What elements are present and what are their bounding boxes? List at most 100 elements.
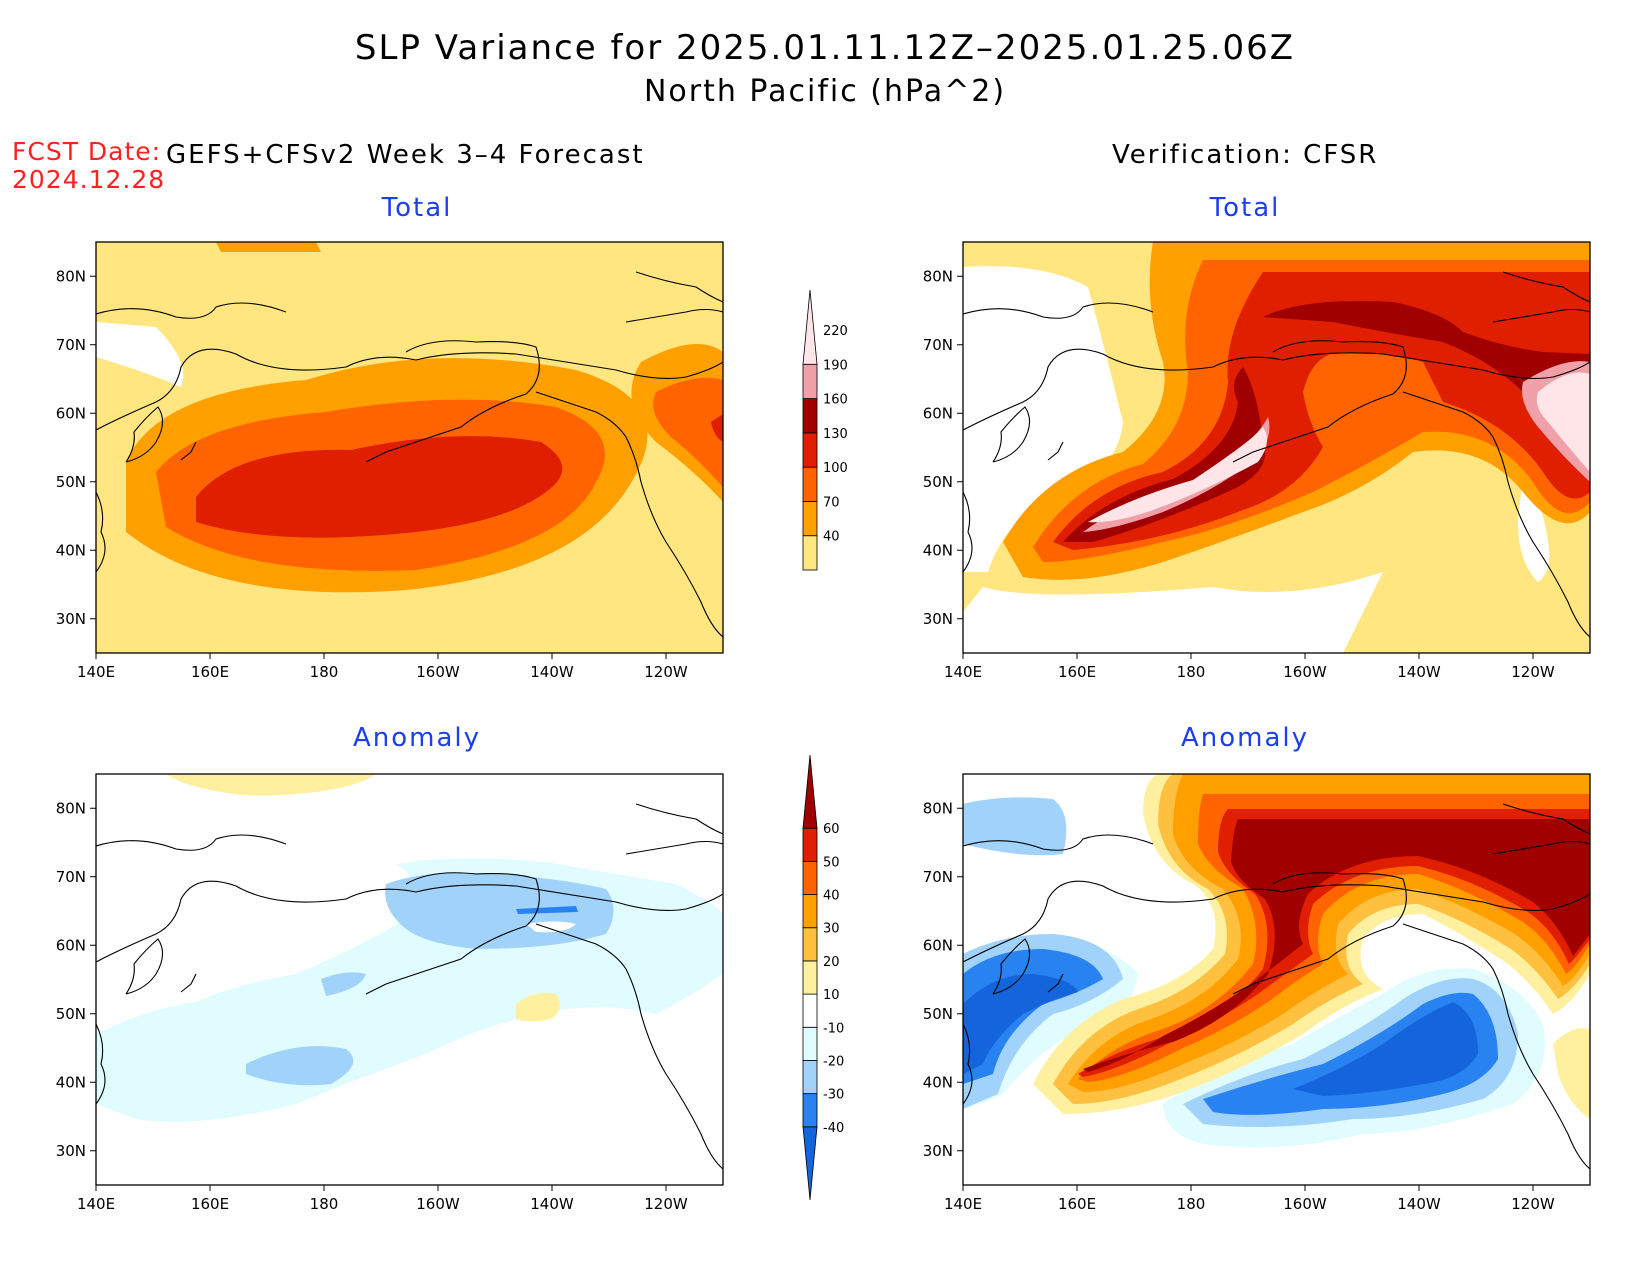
y-tick-label: 50N	[923, 473, 953, 491]
map-frame	[962, 241, 1591, 654]
colorbar-label: -40	[823, 1121, 844, 1136]
colorbar-swatch	[802, 1026, 818, 1061]
coastline-segment	[625, 840, 723, 855]
contour-neg-30	[516, 906, 578, 914]
contour-neg-40-east	[1293, 1002, 1478, 1096]
colorbar-label: 60	[823, 822, 840, 837]
map-axes: 140E 160E 180 160W 140W 120W 30N 40N 50N 60N 70N 80…	[56, 241, 1591, 1213]
x-tick-label: 120W	[644, 663, 688, 681]
x-tick-label: 180	[310, 1195, 339, 1213]
coastline-segment	[1232, 340, 1407, 463]
x-tick-label: 120W	[1511, 1195, 1555, 1213]
contour-below-40-west	[96, 322, 184, 387]
fcst-date-label: FCST Date:	[12, 137, 162, 166]
coastline-forecast-anomaly	[96, 803, 723, 1170]
coastline-segment	[963, 880, 1590, 963]
y-tick-label: 40N	[56, 541, 86, 559]
x-tick-label: 160W	[416, 1195, 460, 1213]
y-tick-label: 70N	[923, 868, 953, 886]
coastline-segment	[963, 348, 1590, 431]
contour-below-40-south	[963, 572, 1383, 653]
colorbar-swatch	[802, 894, 818, 929]
x-tick-label: 140W	[1397, 1195, 1441, 1213]
coastline-segment	[1492, 840, 1590, 855]
y-tick-label: 60N	[56, 936, 86, 954]
verification-anomaly-field	[963, 774, 1590, 1185]
x-tick-label: 160E	[191, 1195, 229, 1213]
coastline-segment	[963, 834, 1154, 851]
y-tick-label: 40N	[56, 1073, 86, 1091]
coastline-segment	[125, 938, 164, 995]
fcst-date-value: 2024.12.28	[12, 165, 166, 194]
coastline-forecast-total	[96, 271, 723, 638]
coastline-segment	[96, 348, 723, 431]
coastline-segment	[1047, 973, 1064, 993]
y-tick-label: 70N	[56, 868, 86, 886]
colorbar-swatch	[802, 363, 818, 399]
x-tick-label: 180	[1177, 663, 1206, 681]
coastline-segment	[180, 441, 197, 461]
x-tick-label: 180	[1177, 1195, 1206, 1213]
contour-130-east	[711, 414, 723, 442]
colorbar-swatch	[802, 501, 818, 537]
contour-pos-10	[516, 992, 560, 1022]
contour-neutral-pocket	[526, 921, 576, 933]
forecast-column-title: GEFS+CFSv2 Week 3–4 Forecast	[166, 140, 645, 170]
colorbar-label: 190	[823, 358, 848, 373]
forecast-anomaly-field	[96, 774, 723, 1185]
contour-neg-20-south	[246, 1046, 354, 1086]
colorbar-swatch	[802, 1060, 818, 1095]
colorbar-swatch	[802, 398, 818, 434]
contour-below-40-west	[963, 266, 1123, 572]
coastline-segment	[1502, 803, 1590, 835]
coastline-segment	[180, 973, 197, 993]
y-tick-label: 40N	[923, 1073, 953, 1091]
colorbar-label: 160	[823, 393, 848, 408]
colorbar-swatch	[802, 466, 818, 502]
colorbar-swatch	[802, 960, 818, 995]
panel-title-verification-anomaly: Anomaly	[1180, 723, 1310, 753]
coastline-segment	[1402, 923, 1590, 1170]
y-tick-label: 70N	[56, 336, 86, 354]
colorbar-label: 50	[823, 855, 840, 870]
colorbar-label: 30	[823, 922, 840, 937]
contour-220-east	[1536, 372, 1590, 472]
colorbar-total: 40 70 100 130 160 190 220	[802, 289, 848, 571]
colorbar-label: 40	[823, 889, 840, 904]
x-tick-label: 180	[310, 663, 339, 681]
y-tick-label: 30N	[923, 1142, 953, 1160]
colorbar-swatch	[802, 827, 818, 862]
contour-70-north	[216, 242, 321, 252]
coastline-segment	[1402, 391, 1590, 638]
x-tick-label: 140E	[944, 1195, 982, 1213]
coastline-segment	[365, 872, 540, 995]
x-tick-label: 160W	[1283, 1195, 1327, 1213]
map-frame	[95, 773, 724, 1186]
coastline-segment	[963, 1023, 973, 1105]
contour-neutral-coast	[616, 1024, 641, 1058]
colorbar-label: 10	[823, 988, 840, 1003]
figure-subtitle: North Pacific (hPa^2)	[643, 74, 1007, 109]
coastline-segment	[1502, 271, 1590, 303]
colorbar-swatch	[802, 432, 818, 468]
y-tick-label: 80N	[923, 267, 953, 285]
colorbar-swatch	[802, 289, 818, 365]
panel-title-forecast-total: Total	[381, 193, 453, 223]
coastline-verification-anomaly	[963, 803, 1590, 1170]
contour-neg-20-northwest	[963, 797, 1067, 856]
figure-title: SLP Variance for 2025.01.11.12Z–2025.01.…	[354, 28, 1296, 68]
contour-pos-50	[1078, 809, 1590, 1077]
coastline-segment	[625, 308, 723, 323]
x-tick-label: 140W	[530, 1195, 574, 1213]
contour-pos-10-north	[166, 774, 376, 796]
x-tick-label: 160E	[191, 663, 229, 681]
coastline-segment	[125, 406, 164, 463]
x-tick-label: 140E	[77, 1195, 115, 1213]
panel-title-verification-total: Total	[1209, 193, 1281, 223]
y-tick-label: 30N	[56, 1142, 86, 1160]
contour-neg-20-aleutian	[321, 972, 366, 996]
y-tick-label: 80N	[56, 799, 86, 817]
y-tick-label: 40N	[923, 541, 953, 559]
y-tick-label: 50N	[923, 1005, 953, 1023]
